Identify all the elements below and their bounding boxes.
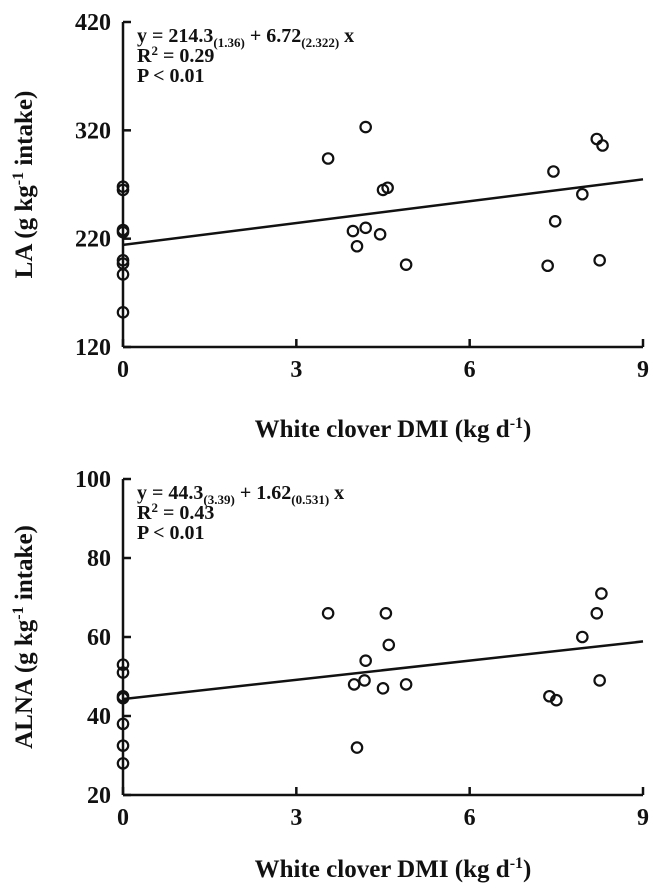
data-point: [346, 224, 360, 238]
data-point: [321, 152, 335, 165]
data-point: [116, 666, 130, 679]
data-point: [590, 132, 604, 146]
x-axis-label: White clover DMI (kg d-1): [255, 855, 532, 883]
data-point: [116, 183, 130, 197]
data-point: [116, 658, 130, 671]
y-axis-label: ALNA (g kg-1 intake): [10, 525, 38, 749]
chart-panel-1: 120 220 320 420 0 3 6 9 White clover DMI (kg d-1…: [10, 10, 649, 443]
data-point: [379, 606, 393, 620]
data-point: [550, 693, 563, 707]
data-point: [347, 678, 361, 691]
x-tick-label: 3: [290, 805, 302, 831]
chart-panel-2: 20 40 60 80 100 0 3 6 9 White clover DMI (kg d-1)…: [10, 467, 649, 883]
data-point: [359, 221, 372, 235]
data-point: [359, 120, 372, 134]
x-axis-label: White clover DMI (kg d-1): [255, 415, 532, 443]
data-point: [548, 215, 562, 228]
y-tick-label: 100: [75, 467, 111, 493]
data-point: [593, 674, 606, 687]
regression-equation: y = 44.3(3.39) + 1.62(0.531) x: [137, 482, 344, 507]
data-point: [399, 258, 413, 271]
y-tick-label: 420: [75, 10, 111, 36]
data-point: [321, 606, 335, 620]
x-tick-label: 6: [464, 805, 476, 831]
r-squared-label: R2 = 0.43: [137, 500, 214, 524]
x-tick-label: 0: [117, 805, 129, 831]
y-tick-label: 80: [87, 546, 111, 572]
p-value-label: P < 0.01: [137, 65, 205, 87]
y-tick-label: 60: [87, 625, 111, 651]
y-tick-label: 320: [75, 118, 111, 144]
y-axis-label: LA (g kg-1 intake): [10, 91, 38, 279]
data-point: [359, 654, 372, 667]
regression-line: [122, 178, 644, 247]
y-tick-label: 20: [87, 783, 111, 809]
regression-line: [122, 640, 644, 701]
data-point: [596, 139, 609, 152]
r-squared-label: R2 = 0.29: [137, 43, 214, 67]
x-tick-label: 3: [290, 357, 302, 383]
data-point: [381, 181, 394, 195]
data-point: [358, 674, 371, 687]
data-point: [116, 717, 130, 731]
data-point: [116, 691, 130, 705]
x-tick-label: 6: [464, 357, 476, 383]
data-point: [116, 757, 130, 770]
data-point: [350, 239, 364, 253]
x-tick-label: 9: [637, 357, 649, 383]
data-point: [541, 259, 554, 273]
data-point: [595, 587, 608, 600]
data-point: [116, 225, 130, 239]
data-point: [576, 630, 589, 644]
data-point: [547, 165, 560, 178]
data-point: [116, 739, 130, 752]
data-point: [399, 678, 413, 691]
y-tick-label: 220: [75, 227, 111, 253]
x-tick-label: 9: [637, 805, 649, 831]
data-point: [576, 187, 589, 201]
data-point: [382, 638, 396, 652]
data-point: [116, 268, 130, 281]
regression-equation: y = 214.3(1.36) + 6.72(2.322) x: [137, 25, 354, 50]
x-tick-label: 0: [117, 357, 129, 383]
y-tick-label: 40: [87, 704, 111, 730]
data-point: [590, 606, 604, 620]
data-point: [593, 254, 606, 267]
data-point: [350, 741, 364, 754]
data-point: [116, 306, 130, 319]
data-point: [373, 228, 387, 241]
data-point: [376, 682, 390, 695]
y-tick-label: 120: [75, 335, 111, 361]
p-value-label: P < 0.01: [137, 522, 205, 544]
